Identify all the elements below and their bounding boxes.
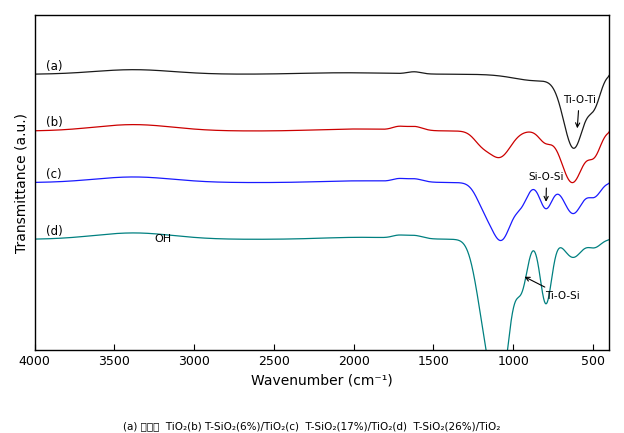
- Text: (a): (a): [46, 60, 62, 73]
- Text: (a) 판상형  TiO₂(b) T-SiO₂(6%)/TiO₂(c)  T-SiO₂(17%)/TiO₂(d)  T-SiO₂(26%)/TiO₂: (a) 판상형 TiO₂(b) T-SiO₂(6%)/TiO₂(c) T-SiO…: [124, 421, 500, 431]
- Text: (c): (c): [46, 168, 61, 181]
- Text: Ti-O-Si: Ti-O-Si: [525, 277, 580, 301]
- X-axis label: Wavenumber (cm⁻¹): Wavenumber (cm⁻¹): [251, 374, 392, 388]
- Text: Ti-O-Ti: Ti-O-Ti: [563, 95, 596, 127]
- Text: OH: OH: [154, 234, 172, 244]
- Text: Si-O-Si: Si-O-Si: [529, 172, 564, 200]
- Text: (d): (d): [46, 225, 62, 238]
- Text: Si-O-Si: Si-O-Si: [0, 432, 1, 433]
- Y-axis label: Transmittance (a.u.): Transmittance (a.u.): [15, 113, 29, 252]
- Text: (b): (b): [46, 116, 62, 129]
